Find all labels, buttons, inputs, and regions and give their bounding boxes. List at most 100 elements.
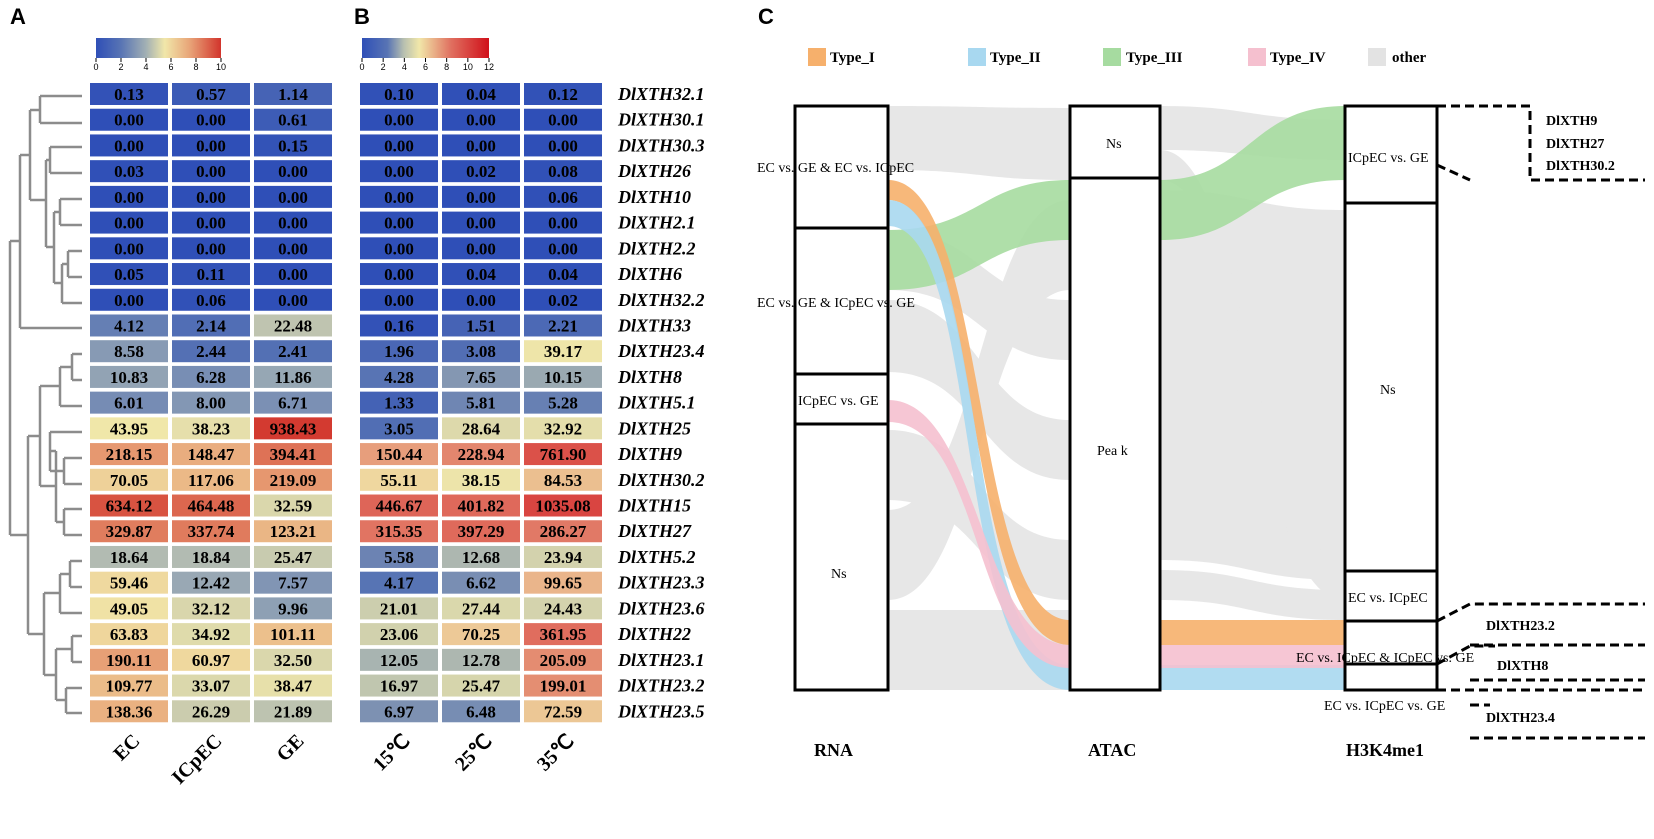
heatmap-a-cell-r23-c2 [254,674,332,697]
node-atac-col [1068,104,1162,692]
heatmap-a-value-r24-c0: 138.36 [106,702,153,721]
heatmap-a-value-r1-c2: 0.61 [278,111,308,130]
colorbar-b-tick-label-6: 12 [484,62,494,72]
heatmap-b-value-r18-c2: 23.94 [544,548,583,567]
heatmap-a-cell-r6-c1 [172,237,250,260]
heatmap-a-value-r18-c1: 18.84 [192,548,231,567]
heatmap-a-cell-r2-c0 [90,134,168,157]
node-label-h3-4: EC vs. ICpEC & ICpEC vs. GE [1296,651,1474,666]
gene-label-19: DlXTH23.3 [617,573,705,593]
heatmap-a-value-r6-c2: 0.00 [278,239,308,258]
heatmap-a-value-r12-c0: 6.01 [114,394,144,413]
heatmap-b-value-r24-c0: 6.97 [384,702,414,721]
heatmap-b-cell-r20-c2 [524,597,602,620]
heatmap-a-cell-r11-c2 [254,365,332,388]
heatmap-b-value-r0-c1: 0.04 [466,85,496,104]
heatmap-a-value-r20-c0: 49.05 [110,599,148,618]
heatmap-b-cell-r8-c0 [360,288,438,311]
heatmap-a-cell-r0-c1 [172,83,250,105]
heatmap-a-cell-r4-c1 [172,185,250,208]
heatmap-b-cell-r13-c1 [442,417,520,440]
gene-label-1: DlXTH30.1 [617,110,705,130]
gene-label-4: DlXTH10 [617,187,691,207]
heatmap-b-value-r19-c0: 4.17 [384,574,414,593]
legend-swatch-type-i [808,48,826,66]
gene-label-20: DlXTH23.6 [617,598,705,618]
legend-swatch-other [1368,48,1386,66]
gene-label-12: DlXTH5.1 [617,393,696,413]
gene-labels: DlXTH32.1 DlXTH30.1 DlXTH30.3 DlXTH26 DlXTH1… [617,84,705,721]
heatmap-b-cell-r11-c2 [524,365,602,388]
heatmap-b-cell-r4-c0 [360,185,438,208]
heatmap-a-value-r3-c0: 0.03 [114,162,144,181]
heatmap-b-value-r0-c0: 0.10 [384,85,414,104]
panel-label-a: A [10,4,26,29]
node-h3k4me1-col [1343,104,1439,692]
heatmap-b-cell-r24-c1 [442,700,520,723]
heatmap-a-value-r14-c0: 218.15 [106,445,153,464]
heatmap-b-cell-r23-c0 [360,674,438,697]
heatmap-a-cell-r19-c2 [254,571,332,594]
heatmap-a-value-r21-c0: 63.83 [110,625,148,644]
heatmap-a-cell-r20-c0 [90,597,168,620]
callout-type-i [1436,602,1645,647]
heatmap-a-value-r16-c0: 634.12 [106,497,153,516]
colorbar-a-tick-label-4: 8 [193,62,198,72]
heatmap-b-value-r3-c0: 0.00 [384,162,414,181]
flow-other-9 [1160,150,1345,600]
gene-label-14: DlXTH9 [617,444,682,464]
heatmap-a-cell-r23-c0 [90,674,168,697]
heatmap-a-cell-r8-c0 [90,288,168,311]
heatmap-a-value-r13-c0: 43.95 [110,419,148,438]
legend-swatch-type-ii [968,48,986,66]
heatmap-a-col-label-0: EC [109,730,144,765]
heatmap-b-cell-r16-c2 [524,494,602,517]
heatmap-b-value-r11-c1: 7.65 [466,368,496,387]
heatmap-b-cell-r17-c0 [360,520,438,543]
heatmap-a-value-r0-c1: 0.57 [196,85,226,104]
dendrogram [8,94,82,715]
heatmap-b-cell-r1-c0 [360,108,438,131]
heatmap-b-value-r15-c0: 55.11 [380,471,417,490]
heatmap-b-cell-r10-c2 [524,340,602,363]
heatmap-b-value-r5-c2: 0.00 [548,214,578,233]
heatmap-b-col-label-2: 35℃ [533,730,579,776]
heatmap-a-cell-r14-c0 [90,443,168,466]
heatmap-a-cell-r21-c2 [254,623,332,646]
gene-label-2: DlXTH30.3 [617,135,705,155]
callout-lines [1436,104,1645,740]
heatmap-a-column-labels: EC ICpEC GE [109,730,308,789]
heatmap-a-value-r10-c1: 2.44 [196,342,226,361]
heatmap-b-cell-r15-c1 [442,468,520,491]
heatmap-a-value-r8-c2: 0.00 [278,291,308,310]
heatmap-b-value-r23-c1: 25.47 [462,677,501,696]
heatmap-b-value-r2-c1: 0.00 [466,136,496,155]
heatmap-a-cell-r19-c1 [172,571,250,594]
heatmap-b-cell-r21-c0 [360,623,438,646]
heatmap-b-cell-r2-c1 [442,134,520,157]
heatmap-b-value-r9-c2: 2.21 [548,316,578,335]
heatmap-b-cell-r13-c0 [360,417,438,440]
heatmap-b-cell-r6-c1 [442,237,520,260]
heatmap-a-cell-r12-c0 [90,391,168,414]
heatmap-b-column-labels: 15℃ 25℃ 35℃ [369,730,579,776]
heatmap-b-value-r14-c1: 228.94 [458,445,505,464]
callout-gene-dlxth27: DlXTH27 [1546,137,1604,152]
gene-label-0: DlXTH32.1 [617,84,705,104]
heatmap-b-value-r14-c2: 761.90 [540,445,587,464]
heatmap-a-value-r7-c0: 0.05 [114,265,144,284]
heatmap-b-cell-r10-c1 [442,340,520,363]
heatmap-b-cell-r20-c0 [360,597,438,620]
heatmap-b-value-r1-c2: 0.00 [548,111,578,130]
heatmap-a-cell-r11-c1 [172,365,250,388]
gene-label-7: DlXTH6 [617,264,682,284]
flow-other-10 [1160,570,1345,620]
heatmap-b-col-label-0: 15℃ [369,730,415,776]
panel-label-b: B [354,4,370,29]
heatmap-a-cell-r23-c1 [172,674,250,697]
heatmap-b-cell-r23-c2 [524,674,602,697]
heatmap-b-value-r22-c0: 12.05 [380,651,418,670]
sankey-nodes-atac [1068,104,1162,692]
heatmap-b-value-r10-c0: 1.96 [384,342,414,361]
